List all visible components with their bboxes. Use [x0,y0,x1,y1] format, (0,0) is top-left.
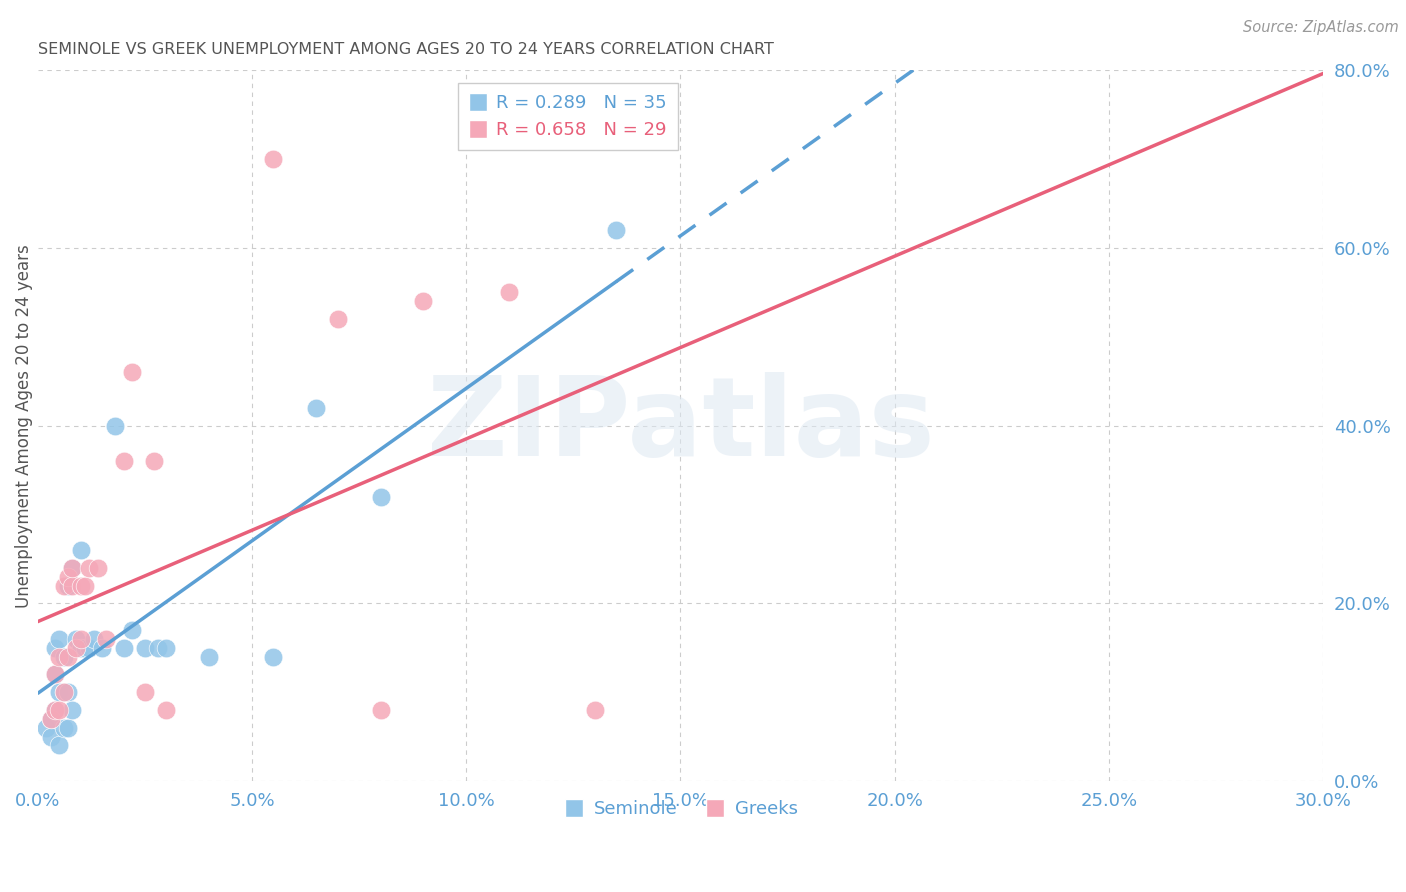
Point [48,685,70,699]
Point [83,632,105,646]
Point [35,721,58,735]
Point [79,561,101,575]
Point [69,632,91,646]
Point [412,294,434,309]
Point [79,640,101,655]
Point [583,703,606,717]
Text: Source: ZipAtlas.com: Source: ZipAtlas.com [1243,20,1399,35]
Point [142,454,165,468]
Point [39,712,62,726]
Legend: Seminole, Greeks: Seminole, Greeks [555,793,806,825]
Point [305,401,328,415]
Point [52,578,75,592]
Point [48,632,70,646]
Point [370,703,392,717]
Point [44,667,66,681]
Point [198,649,221,664]
Point [44,703,66,717]
Y-axis label: Unemployment Among Ages 20 to 24 years: Unemployment Among Ages 20 to 24 years [15,244,32,607]
Point [112,640,135,655]
Point [91,640,114,655]
Text: ZIPatlas: ZIPatlas [426,372,935,479]
Point [60,703,83,717]
Point [60,561,83,575]
Point [605,223,627,237]
Point [60,561,83,575]
Point [134,640,156,655]
Point [48,649,70,664]
Point [48,739,70,753]
Point [48,703,70,717]
Point [56,578,79,592]
Point [263,649,285,664]
Point [56,649,79,664]
Point [87,561,110,575]
Point [498,285,520,300]
Point [112,454,135,468]
Point [60,578,83,592]
Point [96,632,118,646]
Point [39,730,62,744]
Point [65,632,87,646]
Point [155,703,177,717]
Point [52,649,75,664]
Point [263,153,285,167]
Point [69,578,91,592]
Point [370,490,392,504]
Point [44,703,66,717]
Point [121,366,143,380]
Point [73,640,96,655]
Point [134,685,156,699]
Point [69,640,91,655]
Text: SEMINOLE VS GREEK UNEMPLOYMENT AMONG AGES 20 TO 24 YEARS CORRELATION CHART: SEMINOLE VS GREEK UNEMPLOYMENT AMONG AGE… [38,42,773,57]
Point [104,418,127,433]
Point [56,721,79,735]
Point [52,685,75,699]
Point [44,640,66,655]
Point [146,640,169,655]
Point [155,640,177,655]
Point [56,570,79,584]
Point [73,578,96,592]
Point [44,667,66,681]
Point [65,640,87,655]
Point [56,685,79,699]
Point [52,721,75,735]
Point [39,712,62,726]
Point [326,312,349,326]
Point [69,543,91,558]
Point [52,685,75,699]
Point [121,623,143,637]
